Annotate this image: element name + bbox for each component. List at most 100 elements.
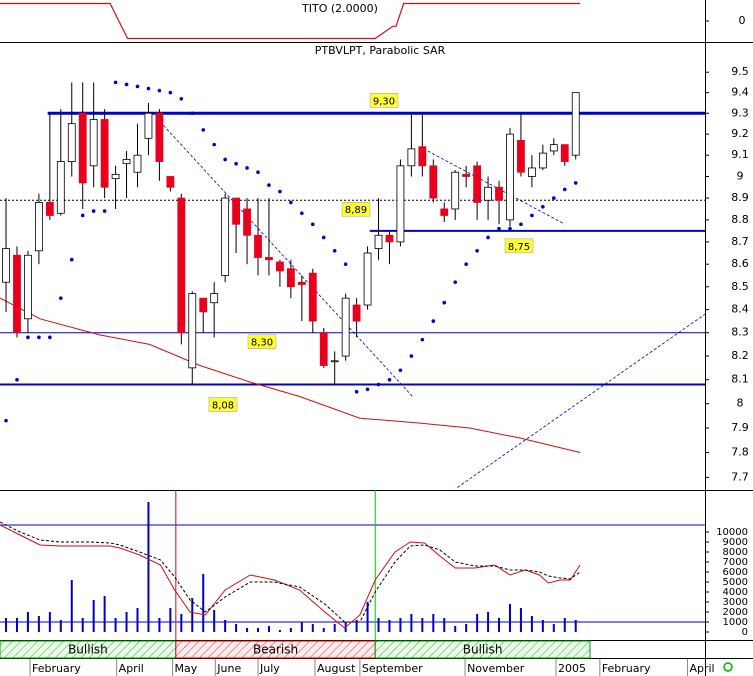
sar-dot: [387, 377, 392, 382]
status-icon: [723, 662, 733, 672]
sar-dot: [59, 296, 63, 300]
candle-body: [495, 186, 503, 201]
candle-body: [429, 165, 438, 199]
sar-dot: [354, 389, 359, 394]
sar-dot: [321, 235, 326, 240]
sar-dot: [256, 170, 260, 175]
sar-dot: [573, 181, 578, 185]
sar-dot: [223, 157, 227, 162]
candle-body: [122, 159, 131, 165]
x-tick-label: February: [602, 662, 651, 675]
level-label-box: [369, 93, 399, 108]
candle-body: [210, 293, 219, 304]
level-label-box: [247, 334, 277, 349]
volume-bar: [289, 628, 292, 632]
y-tick-label: 2000: [723, 607, 748, 618]
trend-line: [159, 121, 413, 397]
volume-bar: [213, 610, 216, 632]
y-tick-label: 7.9: [731, 421, 749, 434]
volume-bar: [530, 616, 533, 632]
candle-body: [221, 197, 230, 276]
sar-dot: [212, 142, 216, 147]
candle-body: [166, 176, 175, 188]
volume-bar: [5, 618, 8, 632]
indicator-line: [0, 2, 581, 40]
level-label-box: [504, 238, 534, 254]
candle-body: [418, 146, 427, 167]
sar-dot: [4, 418, 8, 423]
y-tick-label: 9.3: [731, 106, 749, 119]
y-tick-label: 8.7: [731, 235, 749, 248]
sar-dot: [530, 213, 534, 218]
y-tick-label: 8000: [723, 547, 748, 558]
candle-body: [451, 171, 460, 210]
volume-bar: [257, 628, 260, 632]
candle-body: [527, 167, 536, 177]
candle-body: [297, 281, 306, 285]
y-tick-label: 9.5: [731, 65, 749, 78]
candle-body: [232, 197, 240, 225]
volume-bar: [519, 608, 522, 632]
volume-bar: [136, 608, 139, 632]
volume-bar: [191, 598, 194, 632]
sar-dot: [562, 187, 567, 192]
y-tick-label: 3000: [723, 597, 748, 608]
x-tick-label: August: [317, 662, 356, 675]
level-label-box: [208, 397, 238, 412]
y-tick-label: 0: [742, 627, 748, 638]
panel-title: TITO (2.0000): [301, 2, 378, 15]
signal-label: Bullish: [68, 643, 108, 657]
volume-bar: [37, 616, 40, 632]
volume-bar: [443, 618, 446, 632]
x-tick-label: May: [175, 662, 198, 675]
sar-dot: [48, 335, 52, 340]
y-tick-label: 4000: [723, 587, 748, 598]
volume-bar: [202, 574, 205, 632]
volume-bar: [487, 612, 490, 632]
y-tick-label: 0: [739, 14, 746, 27]
candle-body: [243, 208, 251, 236]
candle-body: [177, 197, 186, 334]
volume-bar: [26, 612, 29, 632]
candle-body: [45, 202, 54, 216]
candle-body: [56, 161, 65, 214]
y-tick-label: 8: [737, 397, 744, 410]
x-tick-label: September: [362, 662, 423, 675]
candle-body: [111, 173, 120, 180]
volume-bar: [180, 614, 183, 632]
y-tick-label: 8.9: [731, 191, 749, 204]
volume-bar: [410, 614, 413, 632]
x-tick-label: November: [467, 662, 525, 675]
volume-bar: [300, 622, 303, 632]
candle-body: [34, 202, 43, 252]
y-tick-label: 9000: [723, 537, 748, 548]
volume-bar: [70, 580, 73, 632]
sar-dot: [365, 387, 370, 392]
sar-dot: [278, 189, 282, 194]
volume-bar: [399, 618, 402, 632]
level-label: 8,89: [345, 205, 367, 216]
level-label-box: [341, 201, 371, 217]
level-label: 8,08: [212, 401, 234, 412]
volume-bar: [59, 620, 62, 632]
volume-bar: [366, 602, 369, 632]
sar-dot: [310, 222, 315, 227]
candle-body: [133, 154, 142, 173]
y-tick-label: 7000: [723, 557, 748, 568]
sar-dot: [91, 209, 96, 213]
sar-dot: [541, 204, 545, 209]
y-tick-label: 10000: [716, 527, 748, 538]
candle-body: [374, 234, 383, 249]
volume-bar: [388, 620, 391, 632]
sar-dot: [409, 354, 414, 358]
volume-bar: [498, 618, 501, 632]
sar-dot: [420, 337, 425, 342]
sar-dot: [113, 80, 118, 85]
sar-dot: [332, 248, 337, 253]
volume-bar: [574, 620, 577, 632]
candle-body: [341, 297, 350, 357]
sar-dot: [80, 213, 85, 218]
sar-dot: [135, 84, 140, 89]
level-label: 8,75: [508, 242, 530, 253]
sar-dot: [508, 226, 512, 231]
